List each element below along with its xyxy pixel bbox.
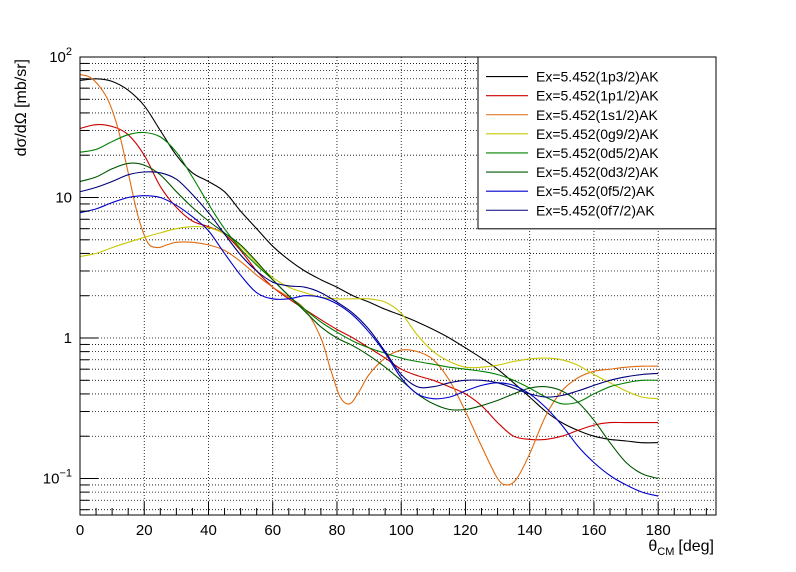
y-tick-label-base: 10	[49, 49, 66, 66]
axis-ticks	[79, 56, 707, 515]
legend-box	[477, 56, 717, 230]
y-tick-label: 10	[55, 190, 72, 207]
series-lines	[79, 74, 659, 497]
legend-label-5: Ex=5.452(0d5/2)AK	[536, 145, 659, 161]
x-axis-title-main: θ	[648, 538, 657, 555]
x-tick-label: 0	[76, 522, 84, 539]
x-tick-label: 180	[646, 522, 671, 539]
y-axis-title: dσ/dΩ [mb/sr]	[13, 59, 30, 156]
legend-label-1: Ex=5.452(1p3/2)AK	[536, 69, 659, 85]
series-line-4	[79, 226, 659, 400]
y-tick-label-exponent: −1	[59, 468, 72, 480]
series-line-3	[79, 74, 659, 486]
series-line-1	[79, 78, 659, 444]
x-tick-label: 140	[517, 522, 542, 539]
grid	[79, 56, 716, 515]
x-tick-label: 80	[329, 522, 346, 539]
legend-label-4: Ex=5.452(0g9/2)AK	[536, 126, 659, 142]
y-tick-label: 102	[49, 46, 72, 66]
x-axis-title-unit: [deg]	[678, 538, 714, 555]
legend-label-7: Ex=5.452(0f5/2)AK	[536, 183, 655, 199]
x-axis-title-sub: CM	[657, 546, 674, 558]
x-tick-label: 100	[389, 522, 414, 539]
legend-label-3: Ex=5.452(1s1/2)AK	[536, 107, 658, 123]
y-tick-label: 1	[64, 330, 72, 347]
series-line-8	[79, 171, 659, 398]
legend: Ex=5.452(1p3/2)AK Ex=5.452(1p1/2)AK Ex=5.4…	[477, 56, 717, 230]
legend-label-2: Ex=5.452(1p1/2)AK	[536, 88, 659, 104]
x-tick-label: 60	[264, 522, 281, 539]
legend-label-8: Ex=5.452(0f7/2)AK	[536, 202, 655, 218]
y-tick-label-exponent: 2	[66, 46, 72, 58]
y-tick-label: 10−1	[43, 468, 72, 488]
series-line-5	[79, 131, 659, 405]
y-tick-label-base: 10	[43, 471, 60, 488]
legend-entries: Ex=5.452(1p3/2)AK Ex=5.452(1p1/2)AK Ex=5.4…	[486, 69, 659, 218]
x-tick-label: 120	[453, 522, 478, 539]
x-tick-label: 20	[136, 522, 153, 539]
x-tick-label: 40	[200, 522, 217, 539]
plot-frame	[79, 56, 717, 516]
series-line-6	[79, 162, 659, 480]
legend-label-6: Ex=5.452(0d3/2)AK	[536, 164, 659, 180]
x-tick-label: 160	[581, 522, 606, 539]
series-line-7	[79, 195, 659, 497]
y-tick-label-base: 10	[55, 190, 72, 207]
y-tick-label-base: 1	[64, 330, 72, 347]
x-axis-title: θCM [deg]	[648, 538, 714, 558]
